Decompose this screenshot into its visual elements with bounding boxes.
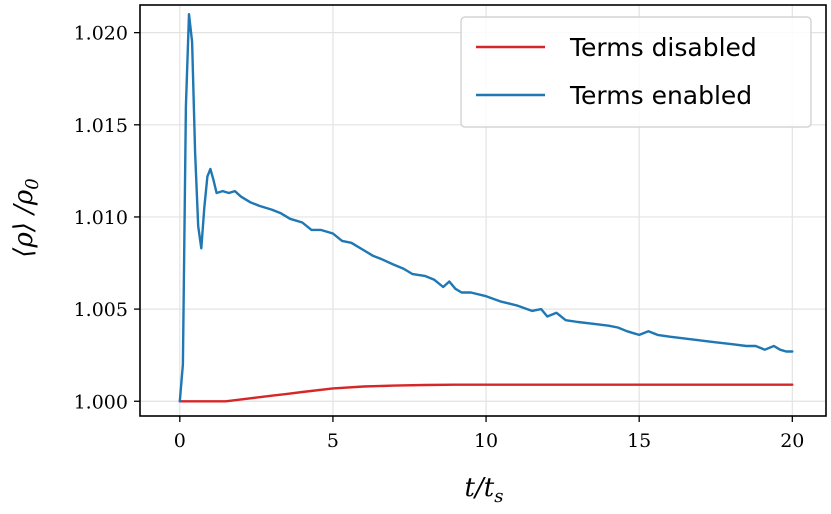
x-axis-label-t: t/t: [465, 473, 495, 503]
x-tick-label: 20: [780, 430, 804, 452]
series-line-terms-enabled: [178, 12, 794, 403]
y-tick-label: 1.005: [74, 299, 128, 321]
x-tick-label: 5: [327, 430, 339, 452]
y-tick-label: 1.010: [74, 207, 128, 229]
x-axis-label: t/ts: [465, 473, 504, 507]
y-axis-label: ⟨ρ⟩ /ρ0: [9, 178, 43, 257]
x-tick-label: 0: [174, 430, 186, 452]
x-tick-label: 15: [627, 430, 651, 452]
x-tick-label: 10: [474, 430, 498, 452]
svg-text:t/ts: t/ts: [465, 473, 504, 507]
series-line-terms-disabled: [178, 383, 794, 403]
svg-text:⟨ρ⟩ /ρ0: ⟨ρ⟩ /ρ0: [9, 178, 43, 257]
legend-box: [460, 16, 812, 128]
legend-label-terms-disabled: Terms disabled: [569, 33, 757, 62]
y-tick-label: 1.020: [74, 23, 128, 45]
series-layer: [178, 12, 794, 403]
x-axis-label-subscript: s: [494, 486, 503, 507]
plot-frame: [139, 4, 827, 417]
y-tick-label: 1.015: [74, 115, 128, 137]
legend-label-terms-enabled: Terms enabled: [569, 81, 752, 110]
y-tick-label: 1.000: [74, 391, 128, 413]
axis-ticks: 0 5 10 15 20 1.000 1.005 1.010 1.015 1.020: [74, 23, 805, 452]
legend: Terms disabled Terms enabled: [460, 16, 812, 128]
